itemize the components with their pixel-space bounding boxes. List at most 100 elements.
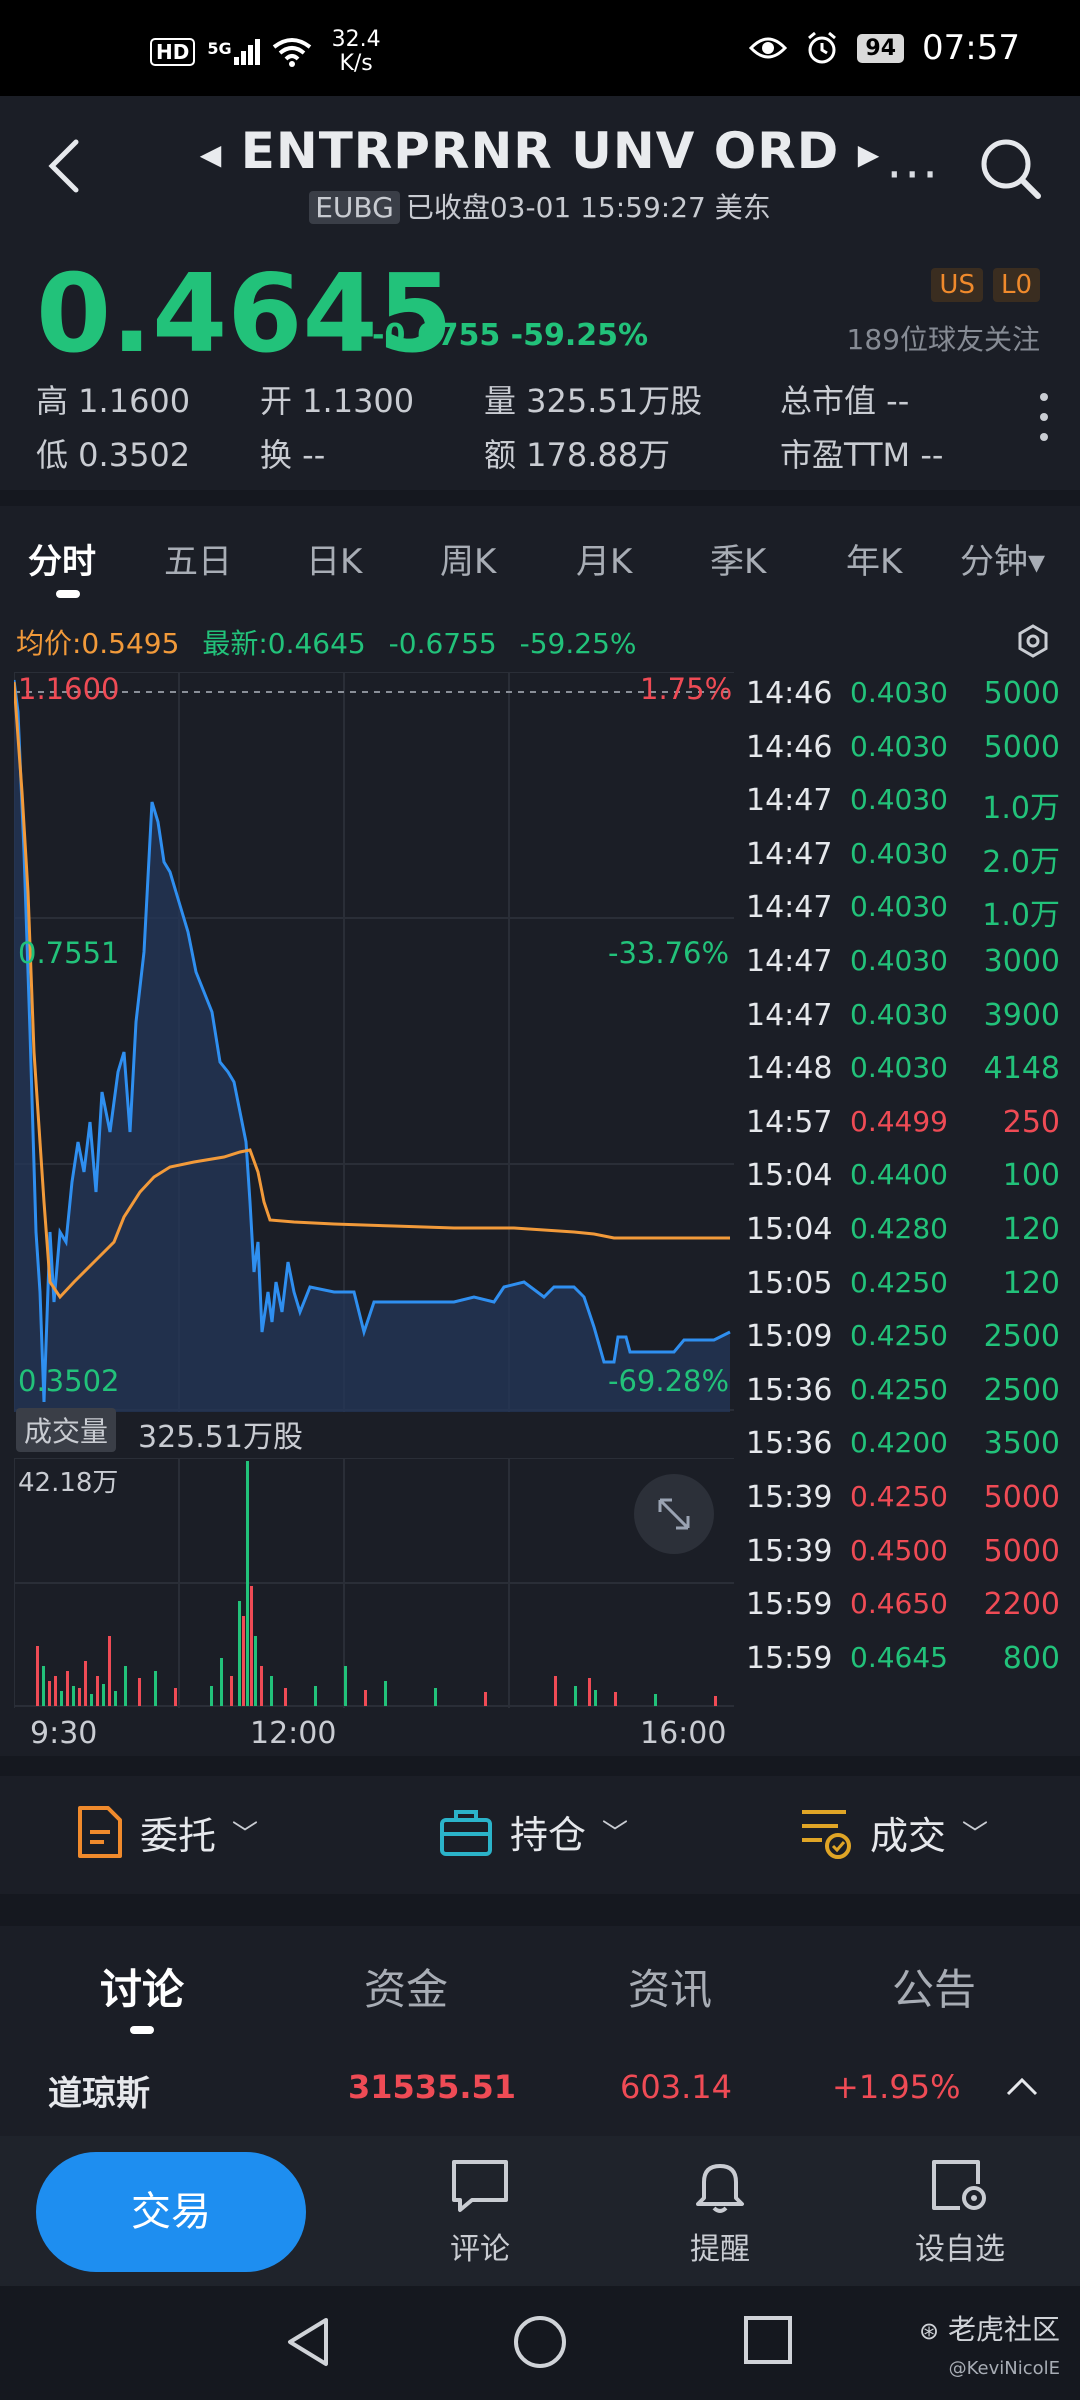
add-watchlist-button[interactable]: 设自选 (890, 2158, 1030, 2268)
tab-discussion[interactable]: 讨论 (100, 1965, 185, 2014)
stock-title[interactable]: ◀ ENTRPRNR UNV ORD ▶ (0, 122, 1080, 180)
clock: 07:57 (922, 28, 1020, 68)
nav-back-icon[interactable] (282, 2314, 334, 2370)
tiger-logo-icon: ⊛ (918, 2317, 940, 2345)
trade-row: 15:59 0.4645 800 (740, 1641, 1060, 1695)
trade-volume: 4148 (983, 1051, 1060, 1087)
volume-bar (72, 1686, 75, 1706)
volume-bar (102, 1684, 105, 1706)
volume-bar (314, 1686, 317, 1706)
tab-daily-k[interactable]: 日K (306, 542, 363, 582)
trade-price: 0.4645 (850, 1640, 948, 1674)
trade-row: 15:04 0.4280 120 (740, 1212, 1060, 1266)
volume-bar (344, 1666, 347, 1706)
trade-time: 14:47 (746, 944, 833, 979)
chevron-up-icon[interactable] (1006, 2074, 1038, 2098)
price-plot[interactable] (14, 672, 734, 1412)
tab-capital[interactable]: 资金 (364, 1965, 449, 2014)
volume-bar (96, 1676, 99, 1706)
trade-price: 0.4250 (850, 1372, 948, 1406)
tab-intraday[interactable]: 分时 (28, 542, 96, 582)
trade-time: 15:36 (746, 1426, 833, 1462)
tab-minute-dropdown[interactable]: 分钟▾ (960, 542, 1046, 582)
volume-bar (114, 1691, 117, 1706)
comment-button[interactable]: 评论 (410, 2158, 550, 2268)
axis-bottom-pct: -69.28% (608, 1364, 730, 1398)
volume-bar (364, 1690, 367, 1706)
index-points: 603.14 (620, 2068, 732, 2106)
index-value: 31535.51 (348, 2068, 517, 2106)
chart-settings-icon[interactable] (1016, 624, 1050, 658)
volume-bar (714, 1696, 717, 1706)
nav-home-icon[interactable] (512, 2314, 568, 2370)
trade-time: 15:59 (746, 1587, 833, 1623)
trade-time: 15:39 (746, 1533, 833, 1569)
volume-bar (210, 1686, 213, 1706)
trade-price: 0.4250 (850, 1265, 948, 1299)
trade-price: 0.4030 (850, 997, 948, 1031)
back-arrow-icon[interactable] (40, 136, 90, 196)
volume-bar (574, 1686, 577, 1706)
stat-open: 开 1.1300 (260, 382, 415, 420)
volume-bar (54, 1676, 57, 1706)
tab-news[interactable]: 资讯 (628, 1965, 713, 2014)
legend-change-pct: -59.25% (519, 627, 637, 660)
briefcase-icon (440, 1809, 492, 1856)
volume-tag[interactable]: 成交量 (16, 1408, 117, 1452)
follower-count[interactable]: 189位球友关注 (846, 323, 1040, 356)
expand-chart-button[interactable] (634, 1474, 714, 1554)
fills-label: 成交 (870, 1813, 947, 1858)
close-status: 已收盘03-01 15:59:27 美东 (405, 191, 771, 224)
tab-five-day[interactable]: 五日 (164, 542, 232, 582)
volume-bar (594, 1690, 597, 1706)
next-stock-icon[interactable]: ▶ (857, 138, 881, 171)
index-ticker[interactable]: 道琼斯 31535.51 603.14 +1.95% (0, 2056, 1080, 2136)
volume-plot[interactable] (14, 1458, 734, 1708)
watermark: ⊛ 老虎社区 @KeviNicolE (919, 2308, 1060, 2381)
tab-yearly-k[interactable]: 年K (846, 542, 903, 582)
trade-row: 15:39 0.4500 5000 (740, 1534, 1060, 1588)
volume-total: 325.51万股 (138, 1420, 303, 1455)
volume-bar (246, 1461, 249, 1706)
prev-stock-icon[interactable]: ◀ (199, 138, 223, 171)
more-options-icon[interactable]: ··· (886, 146, 940, 204)
trade-volume: 2500 (983, 1319, 1060, 1355)
alert-button[interactable]: 提醒 (650, 2158, 790, 2268)
tab-monthly-k[interactable]: 月K (576, 542, 633, 582)
avg-price-line (14, 681, 730, 1300)
trade-row: 15:04 0.4400 100 (740, 1158, 1060, 1212)
orders-button[interactable]: 委托 ﹀ (76, 1804, 258, 1860)
trade-row: 14:47 0.4030 1.0万 (740, 783, 1060, 837)
index-pct: +1.95% (832, 2068, 961, 2106)
trade-volume: 100 (1002, 1158, 1060, 1194)
trade-volume: 5000 (983, 1533, 1060, 1569)
nav-recents-icon[interactable] (742, 2314, 794, 2366)
volume-bar (434, 1688, 437, 1706)
trade-volume: 3000 (983, 944, 1060, 979)
trade-volume: 1.0万 (982, 898, 1060, 934)
watchlist-label: 设自选 (915, 2232, 1005, 2267)
comment-icon (452, 2160, 508, 2212)
trade-price: 0.4030 (850, 836, 948, 870)
trade-time: 15:05 (746, 1265, 833, 1301)
trade-volume: 2200 (983, 1587, 1060, 1623)
volume-bar (48, 1681, 51, 1706)
tab-weekly-k[interactable]: 周K (440, 542, 497, 582)
trade-button[interactable]: 交易 (36, 2152, 306, 2272)
trade-volume: 5000 (983, 729, 1060, 765)
order-bar: 委托 ﹀ 持仓 ﹀ 成交 ﹀ (0, 1776, 1080, 1894)
trade-time: 15:36 (746, 1372, 833, 1408)
time-label-close: 16:00 (640, 1716, 727, 1751)
trade-row: 14:57 0.4499 250 (740, 1105, 1060, 1159)
fills-button[interactable]: 成交 ﹀ (798, 1804, 988, 1860)
time-label-noon: 12:00 (250, 1716, 337, 1751)
vertical-more-icon[interactable] (1040, 393, 1050, 453)
network-type: 5G (207, 39, 232, 58)
tab-announcements[interactable]: 公告 (892, 1965, 977, 2014)
market-badges: US L0 (931, 268, 1040, 302)
volume-bar (614, 1692, 617, 1706)
hd-indicator: HD (150, 38, 196, 66)
positions-button[interactable]: 持仓 ﹀ (438, 1804, 628, 1859)
search-icon[interactable] (978, 136, 1042, 200)
tab-quarterly-k[interactable]: 季K (710, 542, 767, 582)
